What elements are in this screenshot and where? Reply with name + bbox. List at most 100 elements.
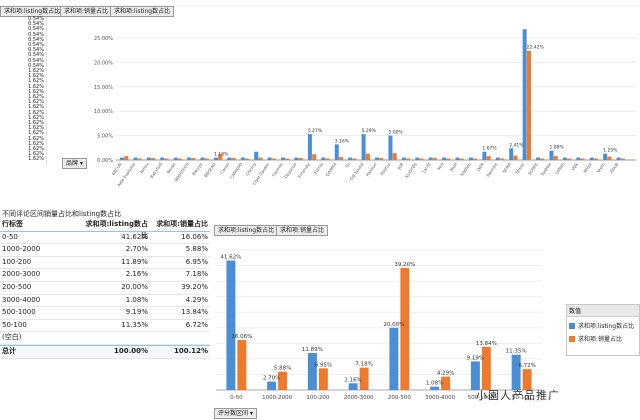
bottom-listing-field-button[interactable]: 求和项:listing数占比	[214, 225, 279, 236]
brand-sales-bar	[298, 158, 303, 160]
brand-x-label: Dayanuo	[283, 161, 298, 179]
top-listing-field-button[interactable]: 求和项:listing数占比	[110, 6, 175, 17]
pivot-body: 0-50 41.62% 16.06% 1000-2000 2.70% 5.88% 100-2…	[0, 232, 210, 345]
brand-x-label: MiYi	[436, 162, 445, 171]
bottom-sales-field-button[interactable]: 求和项:销量占比	[276, 225, 329, 236]
brand-filter-button[interactable]: 品牌 ▾	[62, 158, 87, 169]
brand-sales-bar	[459, 158, 464, 160]
brand-chart: 25.00%20.00%15.00%10.00%5.00%0.00%ABCUNA…	[94, 28, 636, 187]
brand-listing-bar	[576, 157, 581, 160]
listing-value-cell: 1.62%	[28, 73, 44, 80]
listing-share-header: 求和项:listing数占比	[85, 220, 148, 240]
listing-data-label: 9.19%	[467, 355, 484, 361]
sales-bar	[400, 268, 410, 390]
brand-sales-bar	[271, 158, 276, 160]
listing-value-cell: 1.62%	[28, 156, 44, 163]
legend-item-sales[interactable]: 求和项:销量占比	[569, 334, 637, 343]
pivot-row[interactable]: 500-1000 9.19% 13.84%	[0, 307, 210, 320]
sales-share-header: 求和项:销量占比	[156, 220, 208, 228]
review-range-chart: 41.62% 16.06% 0-50 2.70% 5.88% 1000-2000 11.89…	[216, 249, 542, 401]
brand-x-label: Arriax	[139, 161, 150, 174]
sales-bar	[522, 369, 532, 390]
pivot-row[interactable]: 2000-3000 2.16% 7.18%	[0, 269, 210, 282]
sales-data-label: 5.88%	[274, 366, 291, 372]
pivot-row-label: 50-100	[2, 320, 27, 329]
listing-data-label: 41.62%	[220, 255, 241, 261]
brand-x-label: Chicmy	[244, 161, 257, 177]
legend-title: 数值	[567, 305, 639, 317]
pivot-listing-cell: 11.89%	[121, 257, 148, 266]
brand-listing-bar	[495, 157, 500, 160]
brand-peak-label: 1.19%	[214, 152, 229, 158]
brand-listing-bar	[146, 157, 151, 160]
y-tick-label: 15.00%	[94, 85, 113, 91]
listing-value-cell: 1.62%	[28, 130, 44, 137]
listing-value-cell: 0.54%	[28, 47, 44, 54]
brand-x-label: SEIKA	[501, 161, 512, 174]
brand-listing-bar	[227, 157, 232, 160]
pivot-row[interactable]: 0-50 41.62% 16.06%	[0, 232, 210, 245]
review-range-plot: 41.62% 16.06% 0-50 2.70% 5.88% 1000-2000 11.89…	[216, 249, 542, 401]
pivot-sales-cell: 4.29%	[185, 295, 208, 304]
category-label: 2000-3000	[344, 395, 374, 401]
brand-listing-bar	[549, 150, 554, 160]
brand-listing-bar	[455, 157, 460, 160]
pivot-title: 不同评论区间销量占比和listing数占比	[2, 210, 122, 218]
sales-data-label: 6.95%	[315, 362, 332, 368]
pivot-sales-cell: 7.18%	[185, 270, 208, 279]
brand-sales-bar	[352, 158, 357, 160]
pivot-row[interactable]: 100-200 11.89% 6.95%	[0, 257, 210, 270]
category-label: 1000-2000	[262, 395, 292, 401]
brand-sales-bar	[325, 158, 330, 160]
brand-peak-label: 5.00%	[388, 130, 403, 136]
pivot-sales-cell: 5.88%	[185, 245, 208, 254]
pivot-row[interactable]: 3000-4000 1.08% 4.29%	[0, 295, 210, 308]
listing-value-cell: 1.62%	[28, 109, 44, 116]
brand-sales-bar	[365, 153, 370, 160]
pivot-row[interactable]: 200-500 20.00% 39.20%	[0, 282, 210, 295]
category-label: 0-50	[230, 395, 243, 401]
category-label: 50-100	[512, 395, 532, 401]
brand-sales-bar	[620, 158, 625, 160]
legend-item-listing[interactable]: 求和项:listing数占比	[569, 321, 637, 330]
brand-x-label: Gr	[344, 161, 351, 168]
brand-sales-bar	[594, 158, 599, 160]
listing-bar	[226, 260, 236, 390]
sales-data-label: 39.20%	[394, 262, 415, 268]
brand-x-label: Eitmia	[313, 161, 325, 175]
brand-peak-label: 1.67%	[482, 146, 497, 152]
pivot-row[interactable]: 50-100 11.35% 6.72%	[0, 320, 210, 333]
y-tick-label: 10.00%	[94, 109, 113, 115]
top-sales-field-button[interactable]: 求和项:销量占比	[60, 6, 113, 17]
brand-sales-bar	[553, 156, 558, 160]
pivot-listing-cell: 41.62%	[121, 232, 148, 241]
listing-data-label: 11.89%	[302, 347, 323, 353]
listing-bar	[511, 354, 521, 390]
sales-bar	[481, 346, 491, 390]
listing-data-label: 2.70%	[263, 376, 280, 382]
listing-value-cell: 1.62%	[28, 68, 44, 74]
listing-value-cell: 1.62%	[28, 83, 44, 90]
brand-sales-bar	[124, 156, 129, 160]
brand-sales-bar	[500, 158, 505, 160]
pivot-sales-cell: 39.20%	[181, 282, 208, 291]
brand-sales-bar	[245, 158, 250, 160]
listing-bar	[430, 386, 440, 390]
review-range-axis-button[interactable]: 评分数区间 ▾	[214, 408, 257, 419]
brand-listing-bar	[562, 157, 567, 160]
legend-label-sales: 求和项:销量占比	[578, 336, 623, 343]
brand-chart-plot: 25.00%20.00%15.00%10.00%5.00%0.00%ABCUNA…	[94, 28, 636, 187]
brand-x-label: GAMMA	[325, 161, 338, 177]
pivot-row[interactable]: (空白)	[0, 332, 210, 345]
brand-sales-bar	[392, 153, 397, 160]
brand-sales-bar	[432, 158, 438, 160]
brand-listing-bar	[133, 157, 138, 160]
brand-x-label: Boxiki	[166, 162, 177, 175]
legend-swatch-sales	[569, 335, 575, 342]
row-label-header[interactable]: 行标签	[2, 220, 23, 228]
brand-sales-bar	[526, 50, 531, 160]
brand-sales-bar	[473, 158, 478, 160]
listing-value-cell: 0.54%	[28, 26, 44, 33]
pivot-row[interactable]: 1000-2000 2.70% 5.88%	[0, 244, 210, 257]
pivot-row-label: 500-1000	[2, 308, 36, 317]
